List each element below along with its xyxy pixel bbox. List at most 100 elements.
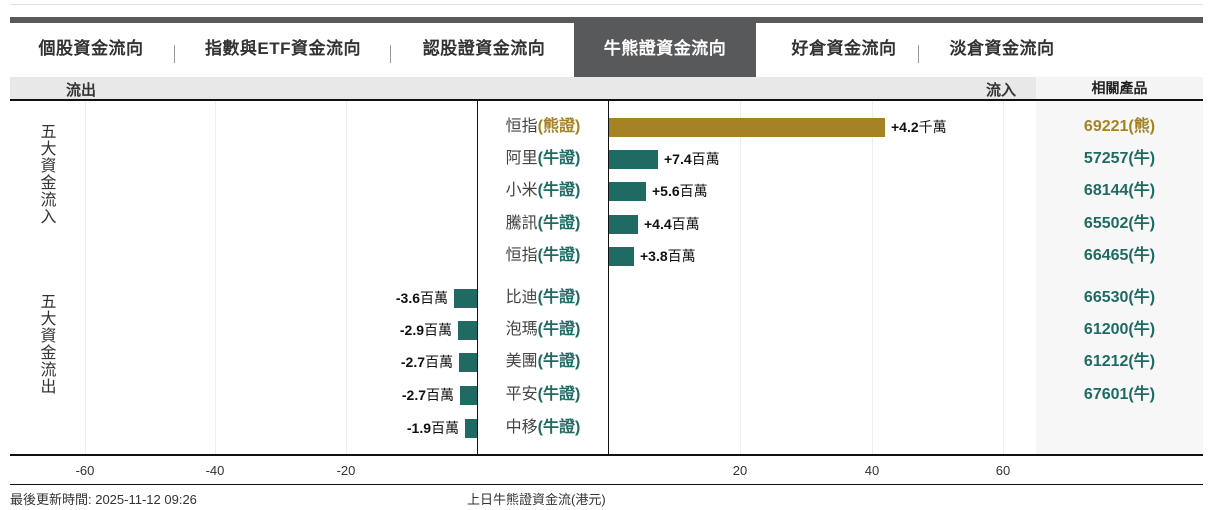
value-unit: 百萬 [691,151,720,167]
inflow-bar[interactable] [609,215,638,234]
stock-name: 騰訊 [505,215,538,232]
value-number: +4.2 [891,119,919,135]
value-label: -3.6百萬 [396,288,448,308]
x-tick: -40 [205,463,225,478]
category-label[interactable]: 恒指(牛證) [477,244,609,268]
x-tick: 20 [732,463,748,478]
value-number: -3.6 [395,290,420,306]
related-product-link[interactable]: 65502(牛) [1083,215,1156,232]
stock-name: 阿里 [505,150,538,167]
product-type-tag: (牛證) [537,386,581,403]
x-tick: -60 [75,463,95,478]
top-divider [10,4,1203,5]
gridline [346,101,347,454]
value-number: +7.4 [664,151,692,167]
category-label[interactable]: 騰訊(牛證) [477,212,609,236]
tab-stock-flow[interactable]: 個股資金流向 [38,39,144,58]
top5-outflow-label: 五大資金流出 [34,293,55,403]
category-label[interactable]: 平安(牛證) [477,383,609,407]
related-products-column [1036,101,1203,454]
product-type-tag: (熊證) [537,118,581,135]
product-type-tag: (牛證) [537,150,581,167]
value-unit: 百萬 [679,183,708,199]
x-tick: 40 [864,463,880,478]
stock-name: 平安 [505,386,538,403]
stock-name: 美團 [505,353,538,370]
related-product-link[interactable]: 69221(熊) [1083,118,1156,135]
gridline [1003,101,1004,454]
related-product-link[interactable]: 66530(牛) [1083,289,1156,306]
related-product-link[interactable]: 67601(牛) [1083,386,1156,403]
outflow-header: 流出 [66,82,97,99]
tab-long-position-flow[interactable]: 好倉資金流向 [791,39,897,58]
related-product-link[interactable]: 57257(牛) [1083,150,1156,167]
category-label[interactable]: 美團(牛證) [477,350,609,374]
value-number: +3.8 [640,248,668,264]
value-number: -2.7 [400,354,425,370]
tab-separator [174,45,175,63]
related-product-link[interactable]: 68144(牛) [1083,182,1156,199]
value-label: -2.7百萬 [402,385,454,405]
outflow-bar[interactable] [460,386,477,405]
product-type-tag: (牛證) [537,289,581,306]
outflow-bar[interactable] [465,419,477,438]
stock-name: 比迪 [505,289,538,306]
gridline [215,101,216,454]
tab-separator [918,45,919,63]
x-tick: 60 [995,463,1011,478]
tab-bar: 個股資金流向 指數與ETF資金流向 認股證資金流向 牛熊證資金流向 好倉資金流向… [10,17,1203,77]
tab-index-etf-flow[interactable]: 指數與ETF資金流向 [204,39,362,58]
gridline [872,101,873,454]
inflow-bar[interactable] [609,247,634,266]
value-unit: 百萬 [671,216,700,232]
value-label: +5.6百萬 [652,181,708,201]
value-label: -1.9百萬 [407,418,459,438]
category-label[interactable]: 泡瑪(牛證) [477,318,609,342]
value-number: -2.7 [401,387,426,403]
product-type-tag: (牛證) [537,215,581,232]
chart-header: 流出 流入 相關產品 [10,77,1203,101]
value-label: -2.9百萬 [400,320,452,340]
value-unit: 百萬 [667,248,696,264]
top5-inflow-text: 五大資金流入 [37,123,55,225]
related-products-header: 相關產品 [1036,77,1203,99]
value-number: -1.9 [406,420,431,436]
outflow-bar[interactable] [459,353,477,372]
value-label: -2.7百萬 [401,352,453,372]
x-axis: -60 -40 -20 20 40 60 [10,454,1203,485]
tab-short-position-flow[interactable]: 淡倉資金流向 [949,39,1055,58]
tab-warrant-flow[interactable]: 認股證資金流向 [422,39,546,58]
stock-name: 小米 [505,182,538,199]
value-number: +5.6 [652,183,680,199]
outflow-bar[interactable] [454,289,477,308]
product-type-tag: (牛證) [537,353,581,370]
category-label[interactable]: 中移(牛證) [477,416,609,440]
category-label[interactable]: 阿里(牛證) [477,147,609,171]
value-label: +4.2千萬 [891,117,947,137]
category-label[interactable]: 比迪(牛證) [477,286,609,310]
related-product-link[interactable]: 66465(牛) [1083,247,1156,264]
stock-name: 恒指 [505,247,538,264]
value-unit: 百萬 [431,420,459,436]
category-label[interactable]: 恒指(熊證) [477,115,609,139]
inflow-bar[interactable] [609,150,658,169]
value-unit: 百萬 [426,387,454,403]
inflow-bar[interactable] [609,182,646,201]
last-updated-timestamp: 最後更新時間: 2025-11-12 09:26 [10,492,197,507]
stock-name: 恒指 [505,118,538,135]
related-product-link[interactable]: 61200(牛) [1083,321,1156,338]
tab-cbbc-flow[interactable]: 牛熊證資金流向 [574,23,756,77]
value-number: +4.4 [644,216,672,232]
tab-separator [390,45,391,63]
outflow-bar[interactable] [458,321,477,340]
product-type-tag: (牛證) [537,419,581,436]
related-product-link[interactable]: 61212(牛) [1083,353,1156,370]
value-number: -2.9 [399,322,424,338]
value-label: +7.4百萬 [664,149,720,169]
top5-inflow-label: 五大資金流入 [34,123,55,233]
value-unit: 百萬 [425,354,453,370]
value-unit: 千萬 [918,119,947,135]
gridline [85,101,86,454]
category-label[interactable]: 小米(牛證) [477,179,609,203]
inflow-bar[interactable] [609,118,885,137]
